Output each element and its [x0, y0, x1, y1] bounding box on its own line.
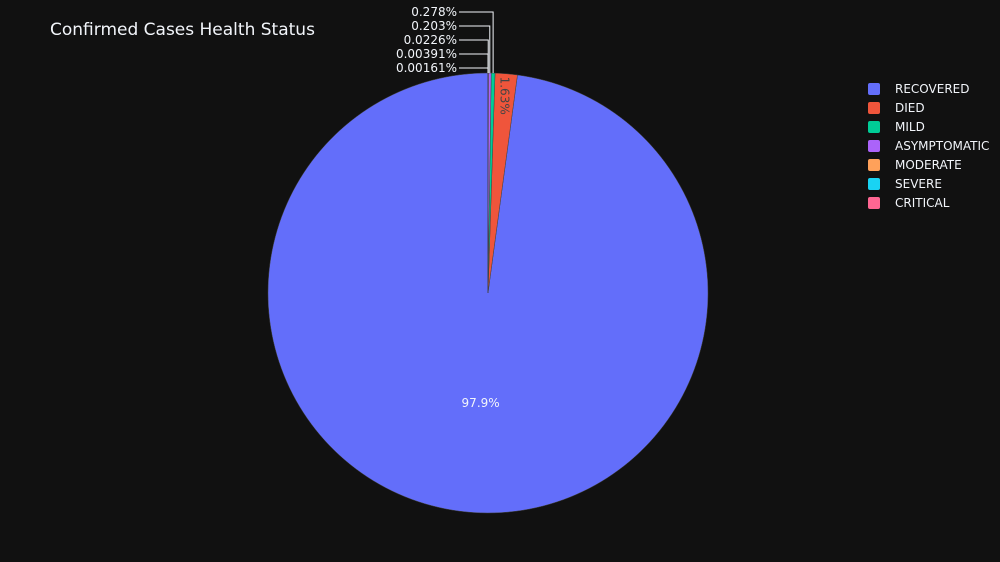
- legend-item-critical[interactable]: CRITICAL: [868, 193, 989, 212]
- pie-label-asymptomatic: 0.203%: [411, 19, 457, 33]
- pie-label-severe: 0.00391%: [396, 47, 457, 61]
- leader-line-asymptomatic: [459, 25, 491, 74]
- leader-line-mild: [459, 11, 494, 74]
- legend-item-moderate[interactable]: MODERATE: [868, 155, 989, 174]
- legend-swatch-asymptomatic: [868, 139, 880, 152]
- pie-labels: 97.9% 1.63% 0.278%0.203%0.0226%0.00391%0.0…: [396, 5, 511, 410]
- pie-label-critical: 0.00161%: [396, 61, 457, 75]
- pie-label-mild: 0.278%: [411, 5, 457, 19]
- legend-item-asymptomatic[interactable]: ASYMPTOMATIC: [868, 136, 989, 155]
- legend-swatch-severe: [868, 177, 880, 190]
- legend-swatch-recovered: [868, 82, 880, 95]
- legend-label-severe: SEVERE: [895, 176, 942, 191]
- legend-item-severe[interactable]: SEVERE: [868, 174, 989, 193]
- legend-label-died: DIED: [895, 100, 925, 115]
- leader-line-critical: [459, 67, 489, 73]
- legend-item-recovered[interactable]: RECOVERED: [868, 79, 989, 98]
- legend-item-died[interactable]: DIED: [868, 98, 989, 117]
- legend-swatch-critical: [868, 196, 880, 209]
- legend-swatch-died: [868, 101, 880, 114]
- chart-title: Confirmed Cases Health Status: [50, 20, 315, 40]
- pie-slices: [267, 72, 709, 514]
- pie-label-died: 1.63%: [497, 77, 511, 115]
- legend-label-mild: MILD: [895, 119, 925, 134]
- legend-swatch-moderate: [868, 158, 880, 171]
- legend-label-critical: CRITICAL: [895, 195, 950, 210]
- legend-label-asymptomatic: ASYMPTOMATIC: [895, 138, 990, 153]
- legend-swatch-mild: [868, 120, 880, 133]
- leader-line-severe: [459, 53, 489, 74]
- pie-label-moderate: 0.0226%: [404, 33, 457, 47]
- legend: RECOVERED DIED MILD ASYMPTOMATIC MODERAT…: [868, 79, 989, 212]
- pie-label-recovered: 97.9%: [462, 396, 500, 410]
- legend-label-recovered: RECOVERED: [895, 81, 970, 96]
- legend-item-mild[interactable]: MILD: [868, 117, 989, 136]
- legend-label-moderate: MODERATE: [895, 157, 962, 172]
